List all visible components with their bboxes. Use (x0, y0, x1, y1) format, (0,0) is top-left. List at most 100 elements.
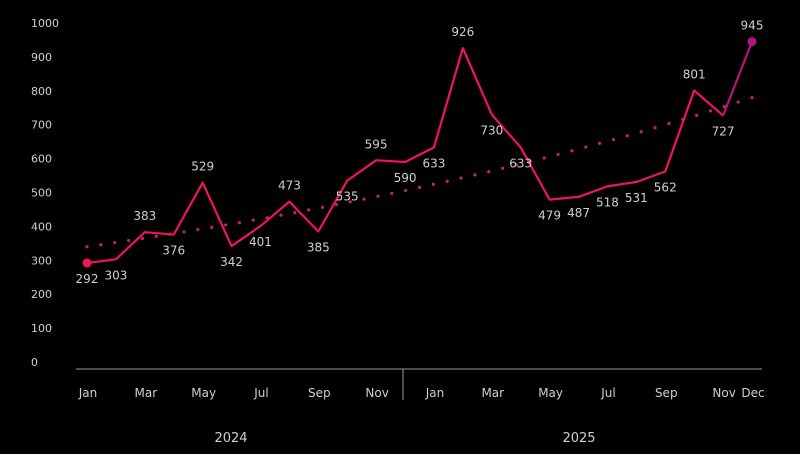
y-tick-label: 500 (31, 187, 52, 200)
trend-dot (487, 170, 491, 174)
x-tick-label: Nov (712, 386, 735, 400)
trend-dot (362, 197, 366, 201)
trend-dot (722, 104, 726, 109)
trend-dot (667, 122, 671, 126)
trend-dot (625, 134, 629, 138)
y-axis: 0 100 200 300 400 500 600 700 800 900 1000 (31, 17, 59, 369)
trend-dot (307, 208, 311, 212)
trend-dot (445, 179, 449, 183)
trend-dot (251, 218, 255, 222)
y-tick-label: 900 (31, 51, 52, 64)
trend-dot (85, 245, 89, 249)
data-label: 529 (191, 160, 214, 174)
x-tick-label: Mar (135, 386, 158, 400)
trend-dot (154, 234, 158, 238)
data-label: 518 (596, 195, 619, 209)
data-label: 385 (307, 240, 330, 254)
x-axis: 2024 2025 Jan Mar May Jul Sep Nov Jan Mar May Jul… (76, 368, 765, 446)
trend-dot (293, 210, 297, 215)
trend-dot (750, 95, 754, 100)
trend-dot (501, 166, 505, 170)
year-label-2025: 2025 (562, 431, 595, 446)
trend-dot (223, 223, 228, 227)
data-label: 401 (249, 235, 272, 249)
trend-dot (99, 243, 103, 247)
data-labels: 292 303 383 376 529 342 401 473 385 535 595 590 633 9… (76, 19, 764, 286)
trend-dot (694, 113, 699, 117)
data-label: 727 (712, 125, 735, 139)
data-label: 535 (336, 190, 359, 204)
trend-dot (708, 109, 713, 113)
trend-dot (140, 236, 145, 241)
series-last-segment (722, 41, 754, 116)
x-tick-label: Jan (425, 386, 445, 400)
data-label: 342 (220, 255, 243, 269)
trend-dot (376, 194, 380, 198)
y-tick-label: 400 (31, 220, 52, 233)
start-point-marker (82, 258, 92, 268)
trend-dot (348, 200, 352, 204)
year-label-2024: 2024 (214, 431, 247, 446)
trend-dot (390, 191, 394, 195)
trend-dot (210, 225, 214, 229)
trend-dot (584, 145, 588, 149)
trend-dot (196, 228, 200, 232)
x-tick-label: Jan (78, 386, 98, 400)
trend-dot (237, 220, 241, 225)
data-label: 487 (567, 206, 590, 220)
trend-dot (404, 188, 408, 193)
data-label: 590 (394, 171, 417, 185)
end-point-marker (747, 37, 757, 47)
x-tick-label: Jul (253, 386, 268, 400)
data-label: 383 (133, 209, 156, 223)
data-label: 801 (683, 67, 706, 81)
trend-dot (417, 185, 422, 190)
y-tick-label: 100 (31, 322, 52, 335)
trend-dot (514, 163, 519, 167)
y-tick-label: 200 (31, 288, 52, 301)
data-label: 292 (76, 272, 99, 286)
y-tick-label: 600 (31, 153, 52, 166)
x-tick-label: Jul (600, 386, 615, 400)
x-tick-label: Nov (365, 386, 388, 400)
trend-dot (334, 203, 338, 207)
trend-dot (126, 239, 131, 243)
data-label: 531 (625, 191, 648, 205)
trend-dot (736, 100, 740, 104)
data-label: 945 (741, 19, 764, 33)
x-tick-label: Sep (308, 386, 331, 400)
y-tick-label: 0 (31, 356, 38, 369)
trend-dot (653, 126, 657, 130)
data-label: 633 (509, 156, 532, 170)
data-label: 473 (278, 179, 301, 193)
trendline (85, 95, 754, 249)
x-tick-label: Sep (655, 386, 678, 400)
data-label: 730 (480, 124, 503, 138)
trend-dot (113, 241, 117, 245)
trend-dot (598, 141, 602, 145)
trend-dot (542, 156, 546, 160)
data-label: 926 (451, 25, 474, 39)
x-tick-label: Mar (481, 386, 504, 400)
data-label: 376 (162, 244, 185, 258)
trend-dot (431, 182, 435, 186)
y-tick-label: 700 (31, 119, 52, 132)
trend-dot (473, 173, 477, 177)
x-tick-label: May (538, 386, 563, 400)
trend-dot (320, 205, 325, 209)
data-label: 595 (365, 137, 388, 151)
trend-dot (639, 130, 643, 134)
data-label: 633 (423, 156, 446, 170)
trend-dot (279, 213, 283, 217)
y-tick-label: 300 (31, 254, 52, 267)
trend-dot (556, 152, 560, 157)
series-line (82, 37, 757, 268)
trend-dot (611, 137, 616, 142)
series-path (86, 46, 724, 265)
trend-dot (182, 230, 186, 234)
trend-dot (459, 176, 463, 180)
trend-dot (570, 149, 574, 153)
data-label: 562 (654, 180, 677, 194)
y-tick-label: 800 (31, 85, 52, 98)
